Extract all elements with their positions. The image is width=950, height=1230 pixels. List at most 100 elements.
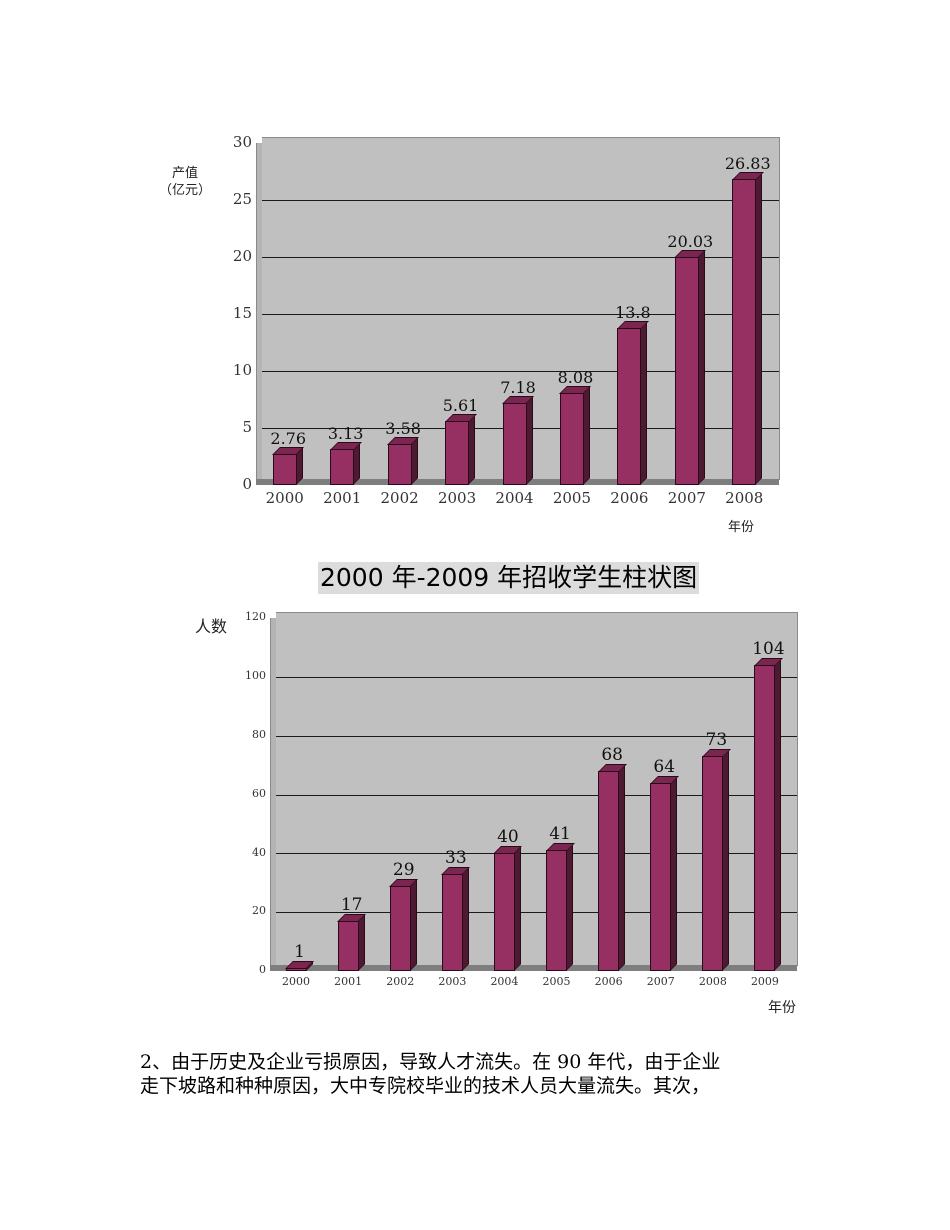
bar-value-label: 3.58: [385, 419, 421, 439]
bar-value-label: 8.08: [557, 367, 594, 387]
bar-value-label: 68: [601, 744, 623, 765]
x-tick-label: 2005: [542, 975, 571, 988]
bar-side-face: [525, 396, 533, 485]
chart2-side-wall: [270, 618, 277, 971]
bar-front-face: [732, 179, 757, 485]
bar-value-label: 73: [705, 730, 728, 751]
bar-value-label: 40: [497, 827, 519, 848]
bar-2004: [493, 846, 523, 971]
paragraph-line-2: 走下坡路和种种原因，大中专院校毕业的技术人员大量流失。其次，: [140, 1075, 711, 1097]
x-tick-label: 2004: [490, 975, 519, 988]
gridline: [276, 853, 797, 855]
bar-front-face: [702, 756, 724, 971]
bar-front-face: [674, 256, 699, 485]
chart2-x-axis-label: 年份: [768, 1000, 796, 1016]
bar-value-label: 104: [752, 639, 785, 660]
y-tick-label: 120: [245, 610, 266, 624]
y-tick-label: 100: [245, 669, 266, 683]
gridline: [276, 794, 797, 796]
chart1-y-axis-label: 产值 （亿元）: [150, 165, 220, 199]
bar-front-face: [598, 770, 620, 971]
bar-side-face: [410, 437, 418, 485]
bar-front-face: [546, 850, 568, 971]
bar-value-label: 41: [549, 824, 571, 845]
bar-side-face: [461, 866, 469, 971]
chart1-side-wall: [256, 143, 263, 485]
ylabel-line2: （亿元）: [158, 183, 211, 198]
y-tick-label: 80: [252, 727, 266, 741]
bar-side-face: [755, 172, 763, 485]
bar-front-face: [502, 403, 527, 485]
bar-value-label: 33: [445, 847, 467, 868]
bar-value-label: 7.18: [500, 378, 536, 398]
bar-side-face: [409, 878, 417, 971]
bar-value-label: 3.13: [327, 424, 364, 444]
bar-value-label: 5.61: [442, 396, 479, 416]
bar-2007: [649, 775, 679, 971]
x-tick-label: 2008: [698, 975, 727, 988]
bar-side-face: [697, 249, 705, 485]
y-tick-label: 5: [242, 417, 252, 436]
chart2-floor: [270, 965, 797, 971]
x-tick-label: 2001: [334, 975, 363, 988]
bar-2000: [272, 446, 305, 485]
paragraph-line-1: 2、由于历史及企业亏损原因，导致人才流失。在 90 年代，由于企业: [140, 1051, 721, 1073]
bar-front-face: [445, 421, 470, 485]
bar-2000: [285, 961, 315, 971]
bar-front-face: [337, 920, 359, 971]
x-tick-label: 2004: [495, 489, 534, 507]
gridline: [262, 371, 779, 372]
bar-2007: [674, 249, 707, 485]
bar-side-face: [670, 775, 678, 971]
y-tick-label: 40: [252, 845, 266, 859]
bar-side-face: [722, 749, 730, 971]
bar-front-face: [493, 853, 515, 971]
bar-value-label: 1: [294, 942, 305, 963]
x-tick-label: 2006: [594, 975, 623, 988]
bar-front-face: [387, 444, 412, 485]
y-tick-label: 0: [259, 963, 266, 977]
chart2-title: 2000 年-2009 年招收学生柱状图: [318, 562, 700, 594]
bar-2003: [444, 414, 477, 485]
gridline: [276, 676, 797, 678]
bar-2002: [389, 878, 419, 971]
ylabel-line1: 产值: [171, 166, 198, 181]
bar-side-face: [357, 913, 365, 971]
x-tick-label: 2003: [438, 975, 467, 988]
x-tick-label: 2007: [667, 489, 706, 507]
bar-side-face: [513, 846, 521, 971]
bar-value-label: 13.8: [615, 302, 651, 322]
gridline: [276, 735, 797, 737]
chart2-y-axis-label: 人数: [195, 617, 228, 636]
bar-front-face: [754, 665, 776, 971]
bar-2006: [597, 763, 627, 971]
bar-2005: [559, 385, 592, 485]
x-tick-label: 2009: [750, 975, 779, 988]
x-tick-label: 2007: [646, 975, 675, 988]
bar-value-label: 29: [392, 859, 415, 880]
bar-2008: [731, 172, 764, 485]
bar-value-label: 17: [340, 894, 363, 915]
x-tick-label: 2001: [323, 489, 362, 507]
bar-side-face: [582, 385, 590, 485]
x-tick-label: 2008: [725, 489, 764, 507]
bar-2001: [337, 913, 367, 971]
bar-value-label: 2.76: [270, 428, 307, 448]
bar-front-face: [330, 449, 355, 485]
bar-side-face: [640, 320, 648, 485]
body-paragraph: 2、由于历史及企业亏损原因，导致人才流失。在 90 年代，由于企业 走下坡路和种…: [140, 1050, 840, 1098]
bar-2003: [441, 866, 471, 971]
bar-2002: [387, 437, 420, 485]
bar-front-face: [559, 392, 584, 485]
bar-front-face: [441, 873, 463, 971]
bar-front-face: [617, 327, 642, 485]
y-tick-label: 20: [252, 904, 266, 918]
bar-value-label: 64: [653, 756, 676, 777]
y-tick-label: 25: [232, 189, 252, 208]
y-tick-label: 15: [232, 303, 252, 322]
y-tick-label: 0: [242, 474, 252, 493]
bar-front-face: [650, 782, 672, 971]
bar-2006: [616, 320, 649, 485]
bar-side-face: [774, 658, 782, 971]
gridline: [276, 912, 797, 914]
